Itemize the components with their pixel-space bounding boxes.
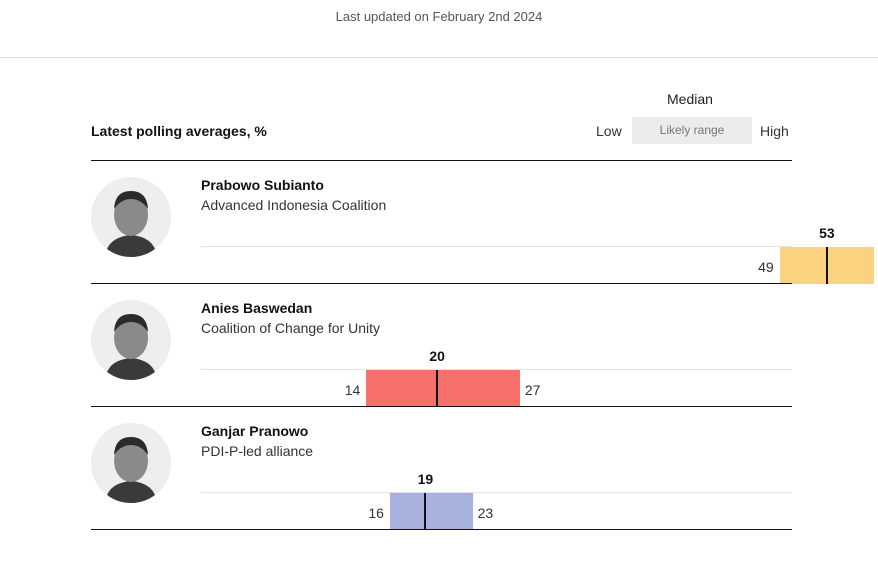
median-marker [424,493,427,530]
high-value: 23 [477,505,494,521]
legend-likely-range: Likely range [632,117,752,144]
top-divider [0,57,878,58]
low-value: 14 [344,382,361,398]
row-divider [91,283,792,284]
candidate-row: Anies Baswedan Coalition of Change for Un… [91,284,792,407]
candidate-name: Anies Baswedan [201,300,313,316]
candidate-photo [91,423,171,503]
high-value: 27 [524,382,541,398]
last-updated-text: Last updated on February 2nd 2024 [335,9,543,24]
legend-median-label: Median [667,91,713,107]
header-divider [91,160,792,161]
candidate-name: Prabowo Subianto [201,177,324,193]
likely-range-bar [366,370,520,407]
legend-low-label: Low [596,123,622,139]
median-marker [825,247,828,284]
median-value: 53 [819,225,835,241]
candidate-coalition: PDI-P-led alliance [201,443,314,459]
candidate-row: Prabowo Subianto Advanced Indonesia Coali… [91,161,875,284]
low-value: 49 [758,259,774,275]
candidate-name: Ganjar Pranowo [201,423,309,439]
section-title: Latest polling averages, % [91,123,267,139]
bar-baseline [201,492,792,493]
candidate-coalition: Advanced Indonesia Coalition [201,197,387,213]
median-value: 20 [429,348,445,364]
candidate-coalition: Coalition of Change for Unity [201,320,380,336]
row-divider [91,406,792,407]
candidate-photo [91,300,171,380]
bar-baseline [201,246,792,247]
candidate-photo [91,177,171,257]
legend-high-label: High [760,123,789,139]
candidate-row: Ganjar Pranowo PDI-P-led alliance 19 16 23 [91,407,792,530]
median-marker [436,370,439,407]
likely-range-bar [389,493,473,530]
median-value: 19 [417,471,434,487]
row-divider [91,529,792,530]
bar-baseline [201,369,792,370]
low-value: 16 [368,505,384,521]
